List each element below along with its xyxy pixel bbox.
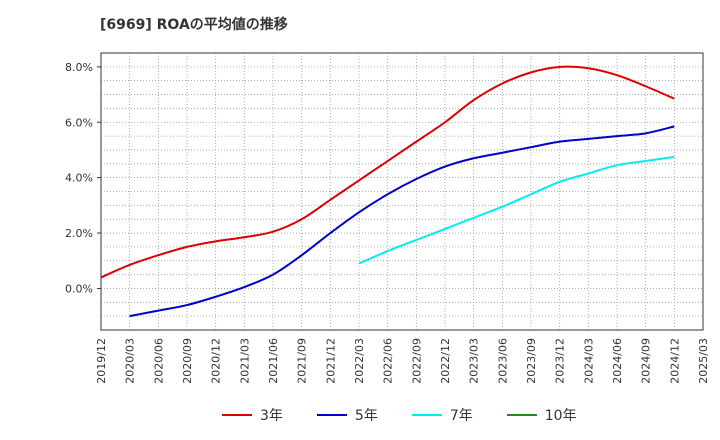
x-tick-label: 2020/06 (152, 338, 165, 384)
y-tick-label: 4.0% (65, 172, 93, 185)
legend-item: 3年 (222, 405, 283, 425)
x-tick-label: 2021/03 (238, 338, 251, 384)
x-tick-label: 2022/03 (353, 338, 366, 384)
legend-swatch (506, 414, 537, 416)
chart-title: [6969] ROAの平均値の推移 (100, 17, 288, 33)
legend-item: 7年 (411, 405, 473, 425)
x-tick-label: 2022/06 (382, 338, 395, 384)
x-tick-label: 2023/12 (554, 338, 567, 384)
x-tick-label: 2023/03 (468, 338, 481, 384)
y-tick-label: 6.0% (65, 116, 93, 129)
y-tick-label: 8.0% (65, 61, 93, 74)
series-line-2 (129, 125, 675, 318)
x-tick-label: 2024/09 (640, 338, 653, 384)
x-tick-label: 2020/03 (124, 338, 137, 384)
series-line-3 (358, 155, 675, 265)
x-tick-label: 2022/09 (410, 338, 423, 384)
legend-label: 3年 (260, 408, 283, 424)
legend-swatch (316, 414, 347, 416)
x-tick-label: 2021/06 (267, 338, 280, 384)
series-line-1 (100, 65, 675, 279)
legend: 3年 5年 7年 10年 (222, 405, 611, 425)
legend-swatch (411, 414, 442, 416)
legend-swatch (222, 414, 252, 416)
x-tick-label: 2019/12 (95, 338, 108, 384)
x-tick-label: 2020/12 (210, 338, 223, 384)
x-tick-label: 2020/09 (181, 338, 194, 384)
x-tick-label: 2021/12 (324, 338, 337, 384)
x-tick-label: 2023/09 (525, 338, 538, 384)
x-tick-label: 2022/12 (439, 338, 452, 384)
y-tick-label: 2.0% (65, 227, 93, 240)
x-tick-label: 2023/06 (496, 338, 509, 384)
x-tick-label: 2024/12 (668, 338, 681, 384)
legend-label: 5年 (354, 408, 378, 424)
legend-item: 10年 (506, 405, 577, 425)
y-tick-label: 0.0% (65, 282, 93, 295)
x-tick-label: 2025/03 (697, 338, 710, 384)
legend-item: 5年 (316, 405, 378, 425)
x-tick-label: 2024/06 (611, 338, 624, 384)
legend-label: 7年 (449, 408, 473, 424)
legend-label: 10年 (544, 408, 577, 424)
x-tick-label: 2021/09 (296, 338, 309, 384)
plot-frame (100, 52, 704, 331)
x-tick-label: 2024/03 (582, 338, 595, 384)
